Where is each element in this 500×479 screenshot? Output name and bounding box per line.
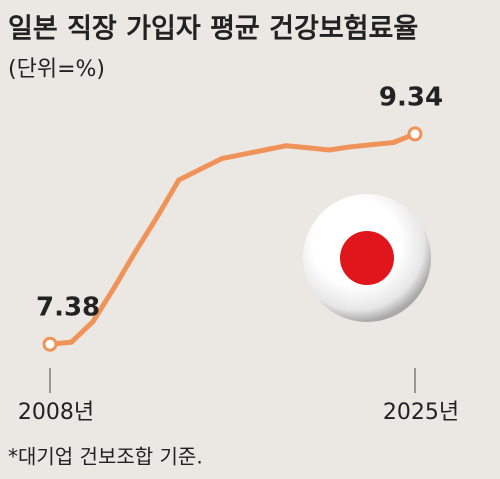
value-label: 7.38 — [36, 293, 100, 323]
note: *대기업 건보조합 기준. — [8, 445, 203, 469]
line — [47, 131, 418, 347]
chart-title: 일본 직장 가입자 평균 건강보험료율 — [8, 14, 418, 45]
x-tick-label: 2025년 — [383, 400, 459, 425]
end-marker — [42, 336, 58, 352]
flag-disc — [340, 231, 394, 285]
x-tick-label: 2008년 — [18, 400, 94, 425]
chart-subtitle: (단위=%) — [8, 57, 105, 82]
value-label: 9.34 — [379, 82, 443, 112]
end-marker — [407, 126, 423, 142]
flag-ball — [303, 194, 431, 322]
